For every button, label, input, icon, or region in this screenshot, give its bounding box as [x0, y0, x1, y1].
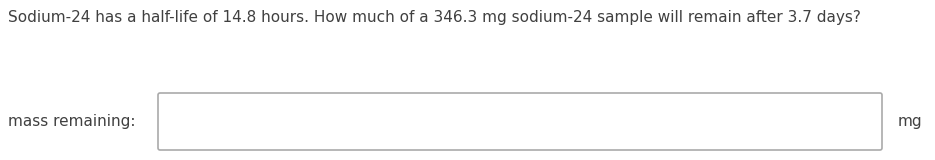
- Text: Sodium-24 has a half-life of 14.8 hours. How much of a 346.3 mg sodium-24 sample: Sodium-24 has a half-life of 14.8 hours.…: [8, 10, 861, 25]
- FancyBboxPatch shape: [158, 93, 882, 150]
- Text: mg: mg: [898, 114, 923, 129]
- Text: mass remaining:: mass remaining:: [8, 114, 136, 129]
